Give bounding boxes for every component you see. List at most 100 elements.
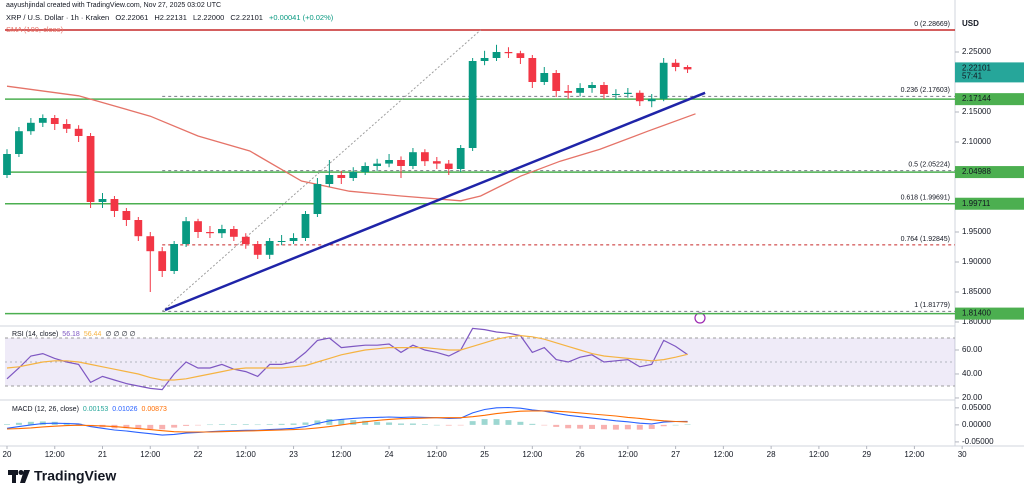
level-label: 1.99711 <box>962 199 991 208</box>
macd-histogram <box>493 419 500 425</box>
candle-body <box>409 152 417 166</box>
candle-body <box>218 229 226 234</box>
candle-body <box>3 154 11 175</box>
fib-label: 0 (2.28669) <box>914 21 950 28</box>
macd-histogram <box>4 424 10 425</box>
y-tick-label: 20.00 <box>962 393 983 402</box>
fib-label: 0.236 (2.17603) <box>901 87 950 94</box>
macd-histogram <box>541 424 548 426</box>
y-tick-label: 0.00000 <box>962 420 991 429</box>
candle-body <box>385 160 393 164</box>
macd-histogram <box>159 424 166 430</box>
x-tick-label: 30 <box>958 450 967 459</box>
fib-trend-line <box>161 29 481 312</box>
legend-row: XRP / U.S. Dollar · 1h · Kraken O2.22061… <box>6 13 337 22</box>
candle-body <box>552 73 561 91</box>
macd-histogram <box>553 424 560 427</box>
symbol: XRP / U.S. Dollar · 1h · Kraken <box>6 13 110 22</box>
currency: USD <box>962 19 979 28</box>
macd-histogram <box>457 424 464 426</box>
y-tick-label: 0.05000 <box>962 403 991 412</box>
candle-body <box>468 61 477 148</box>
macd-histogram <box>27 421 34 425</box>
candle-body <box>170 244 179 271</box>
y-tick-label: 1.95000 <box>962 227 991 236</box>
candle-body <box>480 58 489 61</box>
macd-histogram <box>266 424 273 425</box>
candle-body <box>26 122 35 132</box>
pane-legend: RSI (14, close) 56.18 56.44 ∅ ∅ ∅ ∅ <box>12 331 136 338</box>
candle-body <box>528 58 537 82</box>
legend-item: 0.00153 <box>83 406 108 413</box>
logo-text: TradingView <box>34 468 116 484</box>
ohlc: C2.22101 <box>230 13 263 22</box>
candle-body <box>683 67 692 70</box>
sma-line <box>6 85 696 202</box>
macd-histogram <box>421 424 428 425</box>
candle-body <box>110 199 119 211</box>
candle-body <box>182 221 190 244</box>
candle-body <box>361 166 370 172</box>
logo-icon <box>8 470 30 483</box>
macd-histogram <box>374 421 381 425</box>
candle-body <box>229 229 238 237</box>
candle-body <box>623 92 632 94</box>
legend-item: RSI (14, close) <box>12 331 58 338</box>
x-tick-label: 12:00 <box>618 450 639 459</box>
rsi-line <box>6 327 688 391</box>
macd-line <box>6 410 688 433</box>
candle-body <box>122 211 131 220</box>
sma-legend: SMA (100, close) <box>6 25 67 34</box>
macd-histogram <box>624 424 631 430</box>
macd-histogram <box>398 423 404 425</box>
level-label: 2.17144 <box>962 94 991 103</box>
candle-body <box>588 85 596 88</box>
candle-body <box>647 98 656 102</box>
x-tick-label: 12:00 <box>45 450 66 459</box>
fib-label: 0.618 (1.99691) <box>901 195 950 202</box>
candle-body <box>301 214 310 238</box>
sma-name: SMA (100, close) <box>6 25 64 34</box>
candle-body <box>146 236 155 252</box>
x-tick-label: 29 <box>862 450 871 459</box>
candle-body <box>659 62 668 99</box>
macd-histogram <box>290 423 297 425</box>
candle-body <box>420 152 429 162</box>
macd-histogram <box>242 424 249 425</box>
candle-body <box>540 73 549 82</box>
candle-body <box>50 118 59 124</box>
candle-body <box>612 94 620 95</box>
macd-histogram <box>660 424 667 427</box>
legend-item: 0.00873 <box>142 406 167 413</box>
macd-histogram <box>505 420 512 425</box>
macd-histogram <box>409 423 416 425</box>
candle-body <box>600 85 608 94</box>
legend-item: 56.44 <box>84 331 102 338</box>
x-tick-label: 12:00 <box>427 450 448 459</box>
x-tick-label: 26 <box>576 450 585 459</box>
candle-body <box>516 53 525 58</box>
change: +0.00041 (+0.02%) <box>269 13 334 22</box>
macd-histogram <box>529 423 536 425</box>
macd-histogram <box>206 424 213 426</box>
credit: aayushjindal created with TradingView.co… <box>6 2 222 9</box>
macd-histogram <box>445 424 452 426</box>
candle-body <box>265 241 274 255</box>
ohlc: H2.22131 <box>154 13 187 22</box>
candle-body <box>313 184 322 214</box>
macd-histogram <box>648 424 655 429</box>
macd-histogram <box>183 424 190 426</box>
level-label: 2.04988 <box>962 167 991 176</box>
last-price: 2.22101 <box>962 64 991 73</box>
macd-histogram <box>338 419 345 425</box>
candle-body <box>492 52 501 58</box>
candle-body <box>98 199 107 202</box>
macd-histogram <box>589 424 596 429</box>
legend-item: ∅ ∅ ∅ ∅ <box>105 331 135 338</box>
x-tick-label: 24 <box>385 450 394 459</box>
macd-histogram <box>362 420 369 425</box>
legend-item: MACD (12, 26, close) <box>12 406 79 413</box>
x-tick-label: 12:00 <box>809 450 830 459</box>
